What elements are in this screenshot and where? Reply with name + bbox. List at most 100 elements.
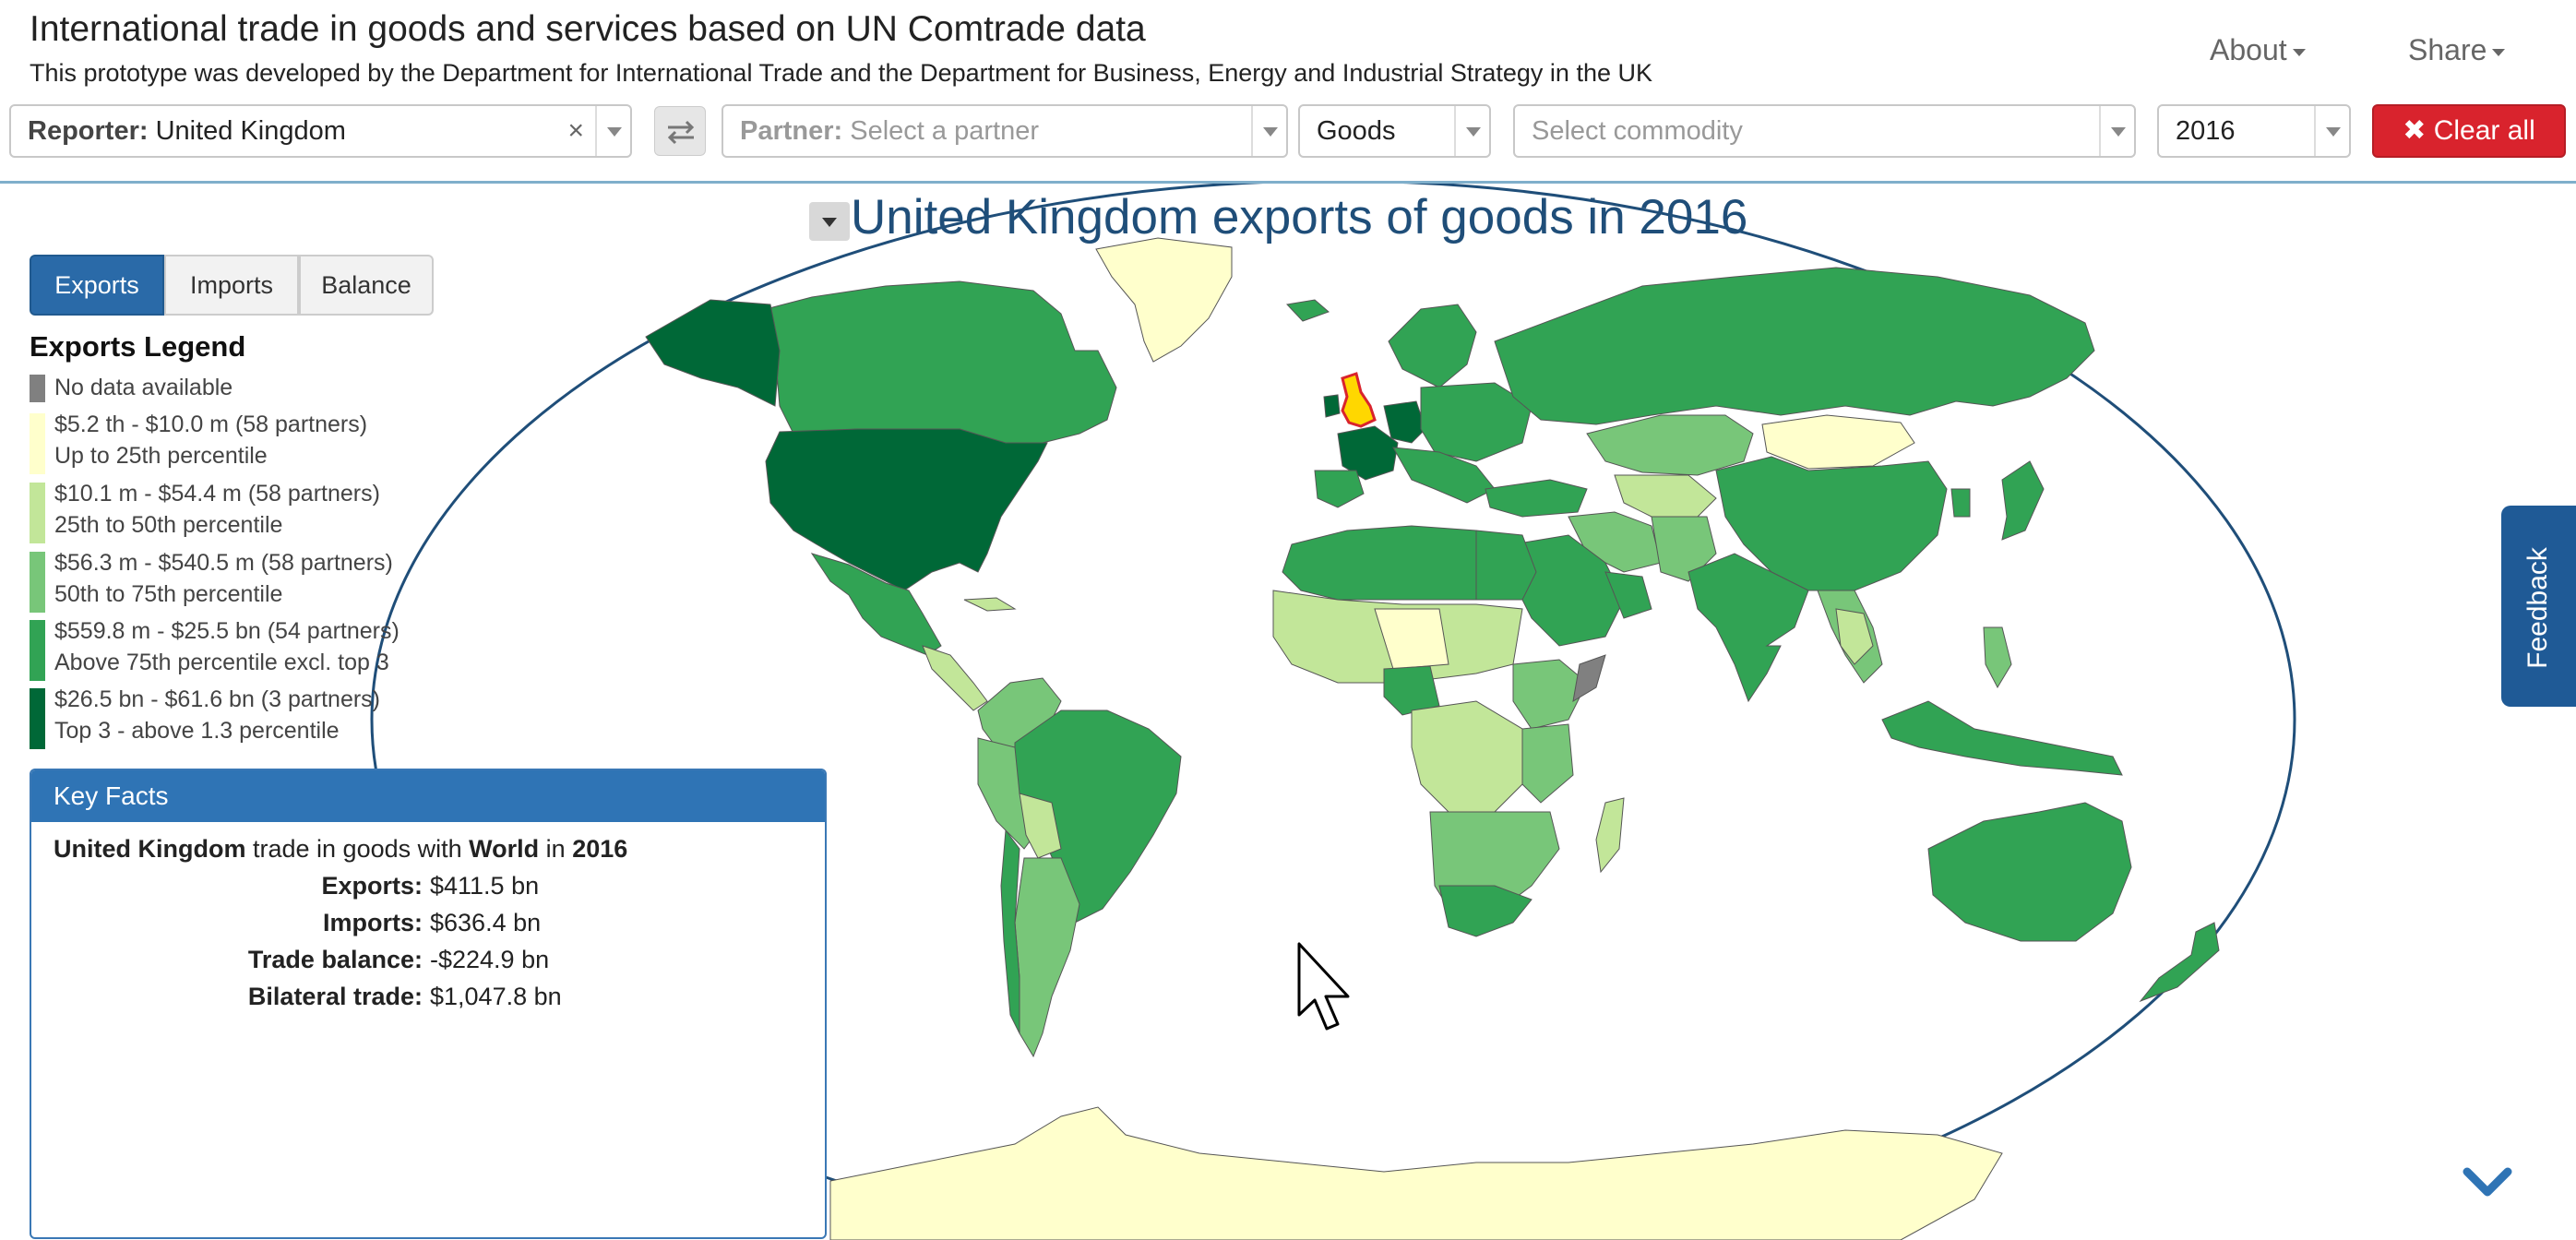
country-usa-alaska[interactable]: [645, 299, 781, 407]
balance-button[interactable]: Balance: [299, 255, 434, 316]
page-title: International trade in goods and service…: [30, 9, 1146, 49]
country-greenland[interactable]: [1095, 237, 1233, 363]
legend-sublabel: 25th to 50th percentile: [54, 512, 283, 538]
country-usa[interactable]: [765, 428, 1048, 591]
kf-imports-value: $636.4 bn: [430, 909, 542, 936]
chevron-down-icon[interactable]: [1454, 106, 1489, 156]
country-spain[interactable]: [1314, 470, 1365, 508]
map-options-toggle[interactable]: [809, 202, 850, 241]
clear-all-button[interactable]: ✖ Clear all: [2372, 104, 2566, 158]
country-korea[interactable]: [1950, 488, 1971, 518]
swap-button[interactable]: [654, 106, 706, 156]
share-menu[interactable]: Share: [2408, 33, 2506, 67]
country-ireland[interactable]: [1323, 394, 1341, 418]
country-argentina[interactable]: [1014, 857, 1080, 1058]
region-antarctica[interactable]: [829, 1106, 2003, 1240]
chevron-down-icon[interactable]: [2314, 106, 2349, 156]
kf-label: Imports:: [323, 909, 423, 936]
kf-exports-value: $411.5 bn: [430, 872, 540, 900]
country-italy-balkans[interactable]: [1392, 447, 1496, 504]
kf-in: in: [545, 835, 566, 863]
country-bolivia[interactable]: [1019, 793, 1062, 859]
legend-swatch: [30, 620, 45, 681]
country-russia[interactable]: [1494, 267, 2095, 425]
kf-trade-in: trade in goods with: [253, 835, 462, 863]
country-india[interactable]: [1688, 553, 1809, 703]
country-south-africa[interactable]: [1438, 885, 1532, 937]
country-canada[interactable]: [765, 280, 1117, 444]
country-gulf[interactable]: [1604, 571, 1652, 619]
country-kenya-tanzania[interactable]: [1521, 723, 1574, 804]
key-facts-summary: United Kingdom trade in goods with World…: [54, 835, 627, 864]
map-title: United Kingdom exports of goods in 2016: [851, 190, 1748, 244]
country-turkey[interactable]: [1485, 479, 1588, 518]
country-germany[interactable]: [1383, 400, 1426, 444]
country-kazakhstan[interactable]: [1586, 414, 1754, 476]
reporter-label: Reporter:: [28, 116, 149, 146]
country-thailand[interactable]: [1835, 608, 1874, 665]
legend-sublabel: 50th to 75th percentile: [54, 581, 283, 607]
country-madagascar[interactable]: [1595, 797, 1625, 874]
country-central-america[interactable]: [922, 645, 988, 711]
legend-sublabel: Above 75th percentile excl. top 3: [54, 650, 389, 675]
kf-balance-value: -$224.9 bn: [430, 946, 550, 973]
country-scandinavia[interactable]: [1388, 304, 1477, 388]
about-menu[interactable]: About: [2210, 33, 2306, 67]
swap-icon: [667, 120, 695, 145]
country-chile[interactable]: [1000, 829, 1020, 1034]
clear-all-label: Clear all: [2433, 115, 2535, 146]
kf-partner: World: [469, 835, 540, 863]
country-united-kingdom[interactable]: [1341, 372, 1377, 428]
country-philippines[interactable]: [1983, 626, 2012, 689]
feedback-tab[interactable]: Feedback: [2501, 506, 2576, 707]
country-egypt[interactable]: [1475, 530, 1537, 601]
country-central-asia[interactable]: [1614, 474, 1717, 518]
legend-sublabel: Top 3 - above 1.3 percentile: [54, 718, 340, 744]
country-iceland[interactable]: [1285, 299, 1330, 322]
world-map[interactable]: [0, 184, 2576, 1240]
kf-label: Exports:: [321, 872, 423, 900]
country-new-zealand[interactable]: [2139, 922, 2220, 1003]
legend-label: $10.1 m - $54.4 m (58 partners): [54, 481, 380, 507]
country-mali-chad[interactable]: [1374, 608, 1449, 670]
kf-bilateral-value: $1,047.8 bn: [430, 983, 562, 1010]
legend-sublabel: Up to 25th percentile: [54, 443, 268, 469]
country-ethiopia[interactable]: [1512, 659, 1588, 730]
chevron-down-icon[interactable]: [1251, 106, 1286, 156]
chevron-down-icon[interactable]: [595, 106, 630, 156]
country-cuba[interactable]: [963, 597, 1017, 612]
exports-button[interactable]: Exports: [30, 255, 164, 316]
country-china[interactable]: [1715, 456, 1948, 591]
country-japan[interactable]: [2001, 460, 2045, 541]
close-icon: ✖: [2403, 115, 2427, 146]
legend-label: $26.5 bn - $61.6 bn (3 partners): [54, 686, 381, 712]
imports-button[interactable]: Imports: [164, 255, 299, 316]
country-mongolia[interactable]: [1761, 414, 1915, 470]
type-select[interactable]: Goods: [1298, 104, 1491, 158]
country-france[interactable]: [1337, 425, 1399, 481]
key-facts-heading: Key Facts: [31, 770, 825, 822]
country-central-africa[interactable]: [1411, 700, 1532, 813]
feedback-label: Feedback: [2522, 547, 2553, 669]
caret-down-icon: [2292, 48, 2306, 56]
country-somalia[interactable]: [1572, 654, 1606, 702]
country-australia[interactable]: [1927, 802, 2132, 942]
country-eastern-europe[interactable]: [1420, 382, 1532, 462]
reporter-select[interactable]: Reporter: United Kingdom ×: [9, 104, 632, 158]
legend-label: $5.2 th - $10.0 m (58 partners): [54, 411, 368, 437]
year-value: 2016: [2176, 116, 2236, 146]
close-icon[interactable]: ×: [567, 115, 584, 146]
year-select[interactable]: 2016: [2157, 104, 2351, 158]
kf-label: Bilateral trade:: [247, 983, 423, 1010]
legend-swatch: [30, 552, 45, 613]
reporter-value: United Kingdom: [155, 116, 346, 146]
share-label: Share: [2408, 33, 2487, 66]
commodity-select[interactable]: Select commodity: [1513, 104, 2136, 158]
chevron-down-icon[interactable]: [2099, 106, 2134, 156]
partner-placeholder: Select a partner: [850, 116, 1039, 146]
chevron-down-icon[interactable]: [2462, 1164, 2513, 1201]
partner-select[interactable]: Partner: Select a partner: [722, 104, 1288, 158]
legend-title: Exports Legend: [30, 330, 246, 363]
key-facts-panel: Key Facts United Kingdom trade in goods …: [30, 769, 827, 1239]
country-indonesia[interactable]: [1881, 700, 2123, 776]
